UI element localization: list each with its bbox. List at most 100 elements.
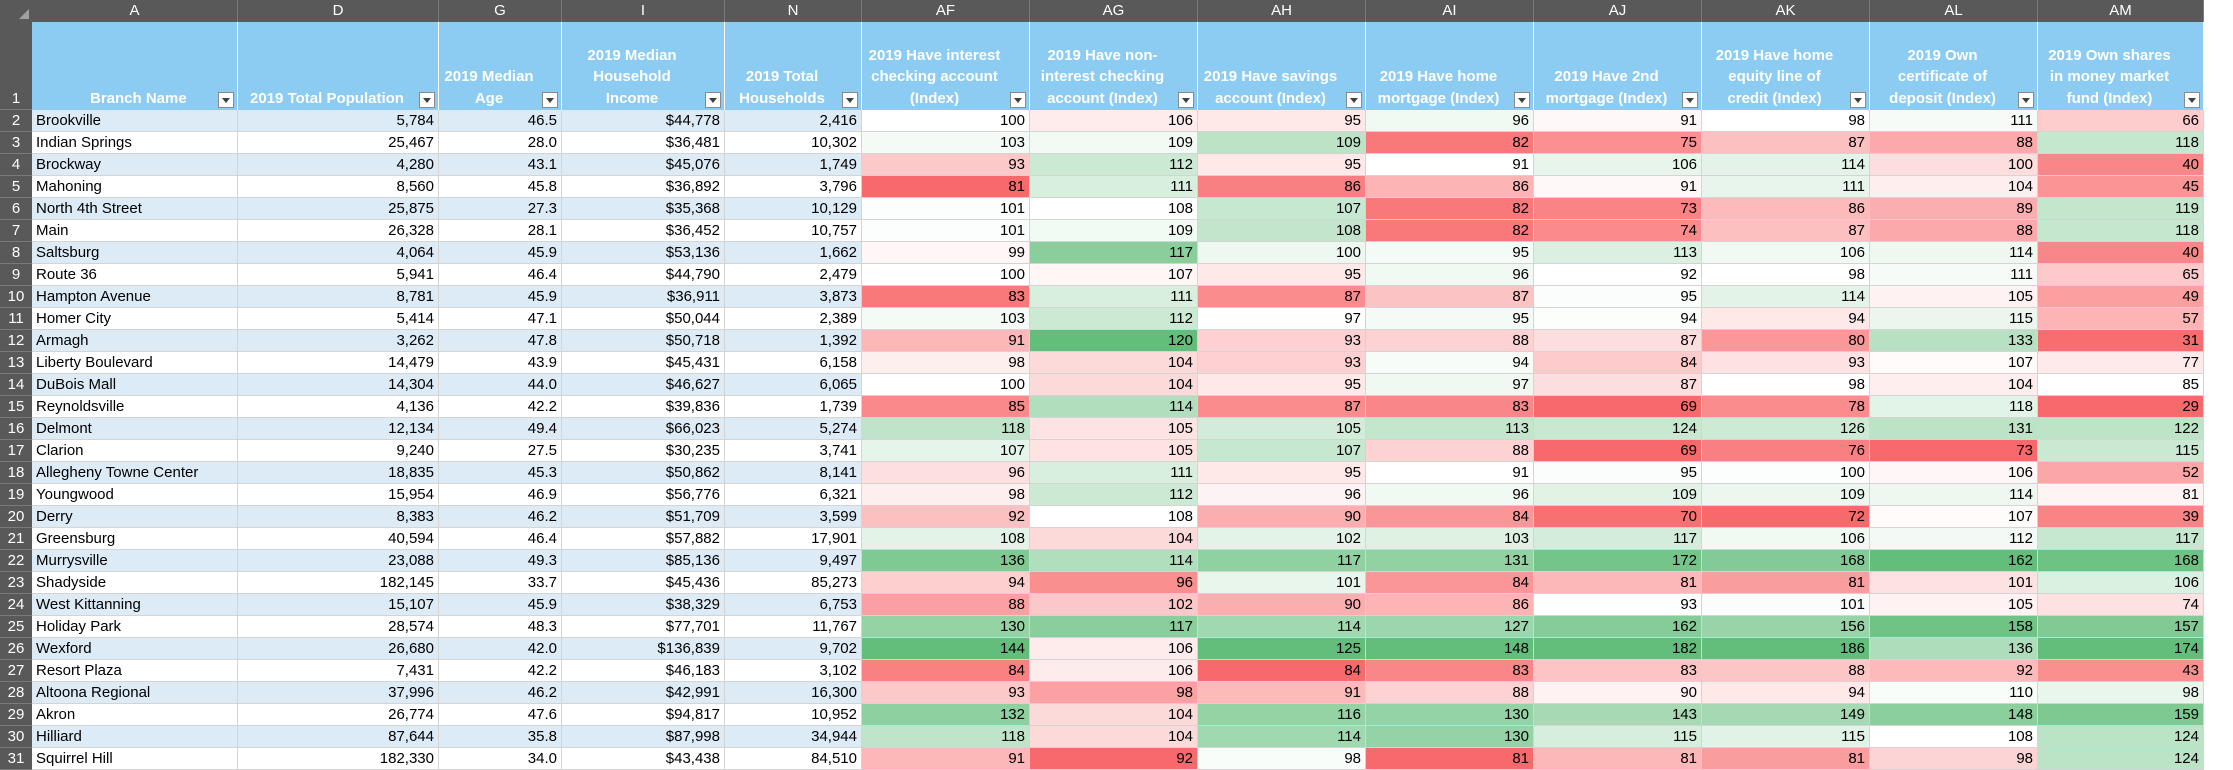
data-cell[interactable]: 108 [1870, 726, 2038, 748]
data-cell[interactable]: 16,300 [725, 682, 862, 704]
data-cell[interactable]: 10,129 [725, 198, 862, 220]
data-cell[interactable]: 91 [1534, 110, 1702, 132]
data-cell[interactable]: 182,145 [238, 572, 439, 594]
data-cell[interactable]: 108 [1030, 198, 1198, 220]
data-cell[interactable]: 106 [1030, 638, 1198, 660]
data-cell[interactable]: 93 [862, 154, 1030, 176]
data-cell[interactable]: 108 [1198, 220, 1366, 242]
data-cell[interactable]: 111 [1030, 286, 1198, 308]
data-cell[interactable]: 94 [1366, 352, 1534, 374]
data-cell[interactable]: 42.2 [439, 660, 562, 682]
data-cell[interactable]: 84 [1366, 572, 1534, 594]
data-cell[interactable]: 104 [1030, 352, 1198, 374]
data-cell[interactable]: 111 [1702, 176, 1870, 198]
data-cell[interactable]: 118 [862, 418, 1030, 440]
branch-name-cell[interactable]: Murrysville [32, 550, 238, 572]
data-cell[interactable]: 6,321 [725, 484, 862, 506]
data-cell[interactable]: 83 [1366, 660, 1534, 682]
data-cell[interactable]: 130 [1366, 704, 1534, 726]
data-cell[interactable]: 78 [1702, 396, 1870, 418]
data-cell[interactable]: 91 [1366, 154, 1534, 176]
data-cell[interactable]: 47.1 [439, 308, 562, 330]
data-cell[interactable]: 3,873 [725, 286, 862, 308]
data-cell[interactable]: 104 [1870, 374, 2038, 396]
data-cell[interactable]: 100 [1870, 154, 2038, 176]
data-cell[interactable]: 186 [1702, 638, 1870, 660]
data-cell[interactable]: 81 [1702, 748, 1870, 770]
data-cell[interactable]: 18,835 [238, 462, 439, 484]
branch-name-cell[interactable]: North 4th Street [32, 198, 238, 220]
data-cell[interactable]: 107 [1870, 506, 2038, 528]
data-cell[interactable]: 107 [1198, 440, 1366, 462]
data-cell[interactable]: 174 [2038, 638, 2204, 660]
data-cell[interactable]: $87,998 [562, 726, 725, 748]
data-cell[interactable]: 116 [1198, 704, 1366, 726]
data-cell[interactable]: 46.4 [439, 264, 562, 286]
data-cell[interactable]: 45.3 [439, 462, 562, 484]
data-cell[interactable]: 83 [862, 286, 1030, 308]
data-cell[interactable]: 57 [2038, 308, 2204, 330]
column-letter-a[interactable]: A [32, 0, 238, 22]
data-cell[interactable]: 9,497 [725, 550, 862, 572]
data-cell[interactable]: 117 [1198, 550, 1366, 572]
data-cell[interactable]: 114 [1030, 550, 1198, 572]
data-cell[interactable]: 115 [1870, 308, 2038, 330]
data-cell[interactable]: 10,757 [725, 220, 862, 242]
data-cell[interactable]: $50,862 [562, 462, 725, 484]
column-letter-ak[interactable]: AK [1702, 0, 1870, 22]
filter-dropdown-icon[interactable] [1346, 92, 1362, 108]
row-number[interactable]: 1 [0, 22, 32, 110]
data-cell[interactable]: 83 [1366, 396, 1534, 418]
data-cell[interactable]: 88 [1702, 660, 1870, 682]
row-number[interactable]: 15 [0, 396, 32, 418]
data-cell[interactable]: 106 [1702, 528, 1870, 550]
data-cell[interactable]: 40 [2038, 154, 2204, 176]
data-cell[interactable]: 98 [1702, 110, 1870, 132]
data-cell[interactable]: 81 [1366, 748, 1534, 770]
data-cell[interactable]: 111 [1870, 264, 2038, 286]
data-cell[interactable]: 66 [2038, 110, 2204, 132]
data-cell[interactable]: 12,134 [238, 418, 439, 440]
data-cell[interactable]: 96 [1366, 110, 1534, 132]
data-cell[interactable]: 91 [862, 748, 1030, 770]
branch-name-cell[interactable]: Saltsburg [32, 242, 238, 264]
data-cell[interactable]: 117 [1030, 242, 1198, 264]
data-cell[interactable]: 168 [1702, 550, 1870, 572]
data-cell[interactable]: 182 [1534, 638, 1702, 660]
data-cell[interactable]: 92 [1534, 264, 1702, 286]
data-cell[interactable]: 103 [1366, 528, 1534, 550]
data-cell[interactable]: 104 [1030, 726, 1198, 748]
data-cell[interactable]: 48.3 [439, 616, 562, 638]
branch-name-cell[interactable]: Shadyside [32, 572, 238, 594]
data-cell[interactable]: 101 [1702, 594, 1870, 616]
data-cell[interactable]: 85 [2038, 374, 2204, 396]
branch-name-cell[interactable]: Resort Plaza [32, 660, 238, 682]
data-cell[interactable]: 5,941 [238, 264, 439, 286]
data-cell[interactable]: 46.9 [439, 484, 562, 506]
data-cell[interactable]: 87 [1198, 396, 1366, 418]
data-cell[interactable]: 157 [2038, 616, 2204, 638]
data-cell[interactable]: 91 [1534, 176, 1702, 198]
data-cell[interactable]: 6,065 [725, 374, 862, 396]
data-cell[interactable]: $53,136 [562, 242, 725, 264]
data-cell[interactable]: 111 [1870, 110, 2038, 132]
data-cell[interactable]: 92 [1030, 748, 1198, 770]
data-cell[interactable]: 8,560 [238, 176, 439, 198]
data-cell[interactable]: 27.5 [439, 440, 562, 462]
data-cell[interactable]: 88 [1366, 440, 1534, 462]
data-cell[interactable]: 94 [1702, 682, 1870, 704]
data-cell[interactable]: 131 [1870, 418, 2038, 440]
data-cell[interactable]: 45.9 [439, 286, 562, 308]
data-cell[interactable]: 101 [1198, 572, 1366, 594]
data-cell[interactable]: 98 [862, 352, 1030, 374]
data-cell[interactable]: 47.6 [439, 704, 562, 726]
data-cell[interactable]: 17,901 [725, 528, 862, 550]
data-cell[interactable]: 26,680 [238, 638, 439, 660]
data-cell[interactable]: 114 [1198, 616, 1366, 638]
row-number[interactable]: 14 [0, 374, 32, 396]
data-cell[interactable]: 112 [1030, 308, 1198, 330]
data-cell[interactable]: 95 [1534, 286, 1702, 308]
data-cell[interactable]: 73 [1534, 198, 1702, 220]
data-cell[interactable]: 27.3 [439, 198, 562, 220]
column-letter-g[interactable]: G [439, 0, 562, 22]
